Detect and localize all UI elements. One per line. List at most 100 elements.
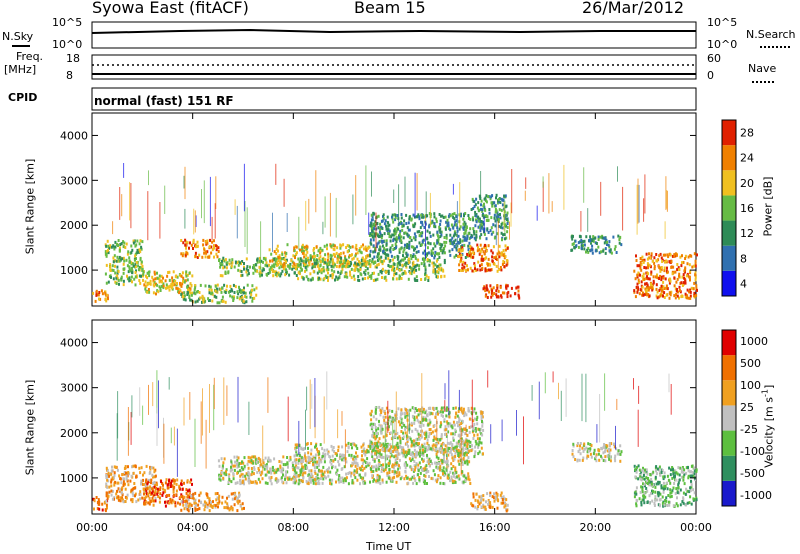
data-cell-power [420, 215, 423, 219]
data-cell-power [95, 293, 98, 297]
data-cell-velocity [369, 412, 372, 416]
streak-power [308, 198, 310, 224]
data-cell-velocity [190, 503, 193, 507]
data-cell-power [228, 262, 231, 266]
data-cell-velocity [306, 466, 309, 470]
data-cell-power [350, 276, 353, 280]
data-cell-velocity [421, 469, 424, 472]
data-cell-power [298, 260, 301, 264]
data-cell-velocity [139, 497, 141, 501]
data-cell-power [327, 278, 329, 282]
data-cell-velocity [313, 469, 316, 473]
data-cell-power [403, 219, 406, 223]
data-cell-power [380, 255, 383, 259]
data-cell-velocity [479, 430, 482, 434]
data-cell-velocity [399, 441, 402, 445]
data-cell-velocity [312, 479, 315, 483]
data-cell-power [495, 295, 498, 299]
data-cell-power [313, 264, 316, 268]
data-cell-power [269, 266, 272, 270]
data-cell-power [237, 268, 240, 272]
streak-power [587, 208, 589, 232]
data-cell-velocity [406, 442, 408, 446]
data-cell-power [344, 261, 346, 265]
data-cell-velocity [434, 415, 437, 419]
data-cell-velocity [375, 464, 378, 468]
data-cell-power [189, 291, 192, 295]
data-cell-power [345, 246, 348, 249]
data-cell-velocity [375, 449, 378, 453]
data-cell-velocity [250, 459, 253, 463]
data-cell-velocity [466, 459, 469, 463]
data-cell-velocity [466, 447, 469, 451]
data-cell-velocity [169, 497, 172, 501]
data-cell-power [168, 278, 171, 282]
data-cell-power [433, 222, 436, 226]
data-cell-velocity [270, 471, 273, 475]
data-cell-power [637, 271, 640, 275]
data-cell-power [371, 260, 373, 264]
data-cell-power [118, 246, 121, 250]
data-cell-velocity [458, 477, 461, 481]
data-cell-velocity [382, 435, 385, 439]
data-cell-velocity [362, 479, 365, 483]
data-cell-velocity [431, 462, 434, 466]
data-cell-power [188, 271, 191, 275]
data-cell-power [250, 291, 252, 295]
data-cell-velocity [93, 507, 95, 511]
data-cell-velocity [390, 416, 393, 420]
data-cell-power [379, 222, 382, 226]
data-cell-velocity [391, 465, 394, 469]
data-cell-power [469, 250, 471, 254]
streak-power [504, 200, 506, 235]
data-cell-power [443, 258, 446, 262]
data-cell-velocity [223, 506, 226, 510]
data-cell-velocity [342, 481, 345, 484]
data-cell-power [477, 260, 480, 264]
data-cell-velocity [397, 467, 400, 471]
data-cell-velocity [462, 446, 465, 450]
data-cell-velocity [350, 464, 353, 468]
data-cell-power [443, 240, 446, 244]
data-cell-power [469, 217, 472, 221]
data-cell-velocity [164, 481, 167, 485]
data-cell-velocity [450, 467, 453, 471]
data-cell-velocity [271, 465, 274, 469]
data-cell-power [694, 273, 697, 277]
data-cell-power [594, 249, 597, 253]
data-cell-power [645, 289, 648, 293]
data-cell-velocity [298, 454, 301, 458]
data-cell-power [268, 270, 271, 274]
data-cell-velocity [131, 488, 134, 492]
data-cell-power [273, 270, 276, 274]
data-cell-velocity [374, 444, 377, 448]
data-cell-velocity [294, 461, 297, 465]
data-cell-velocity [139, 490, 142, 494]
data-cell-velocity [222, 461, 225, 465]
data-cell-velocity [325, 469, 328, 472]
data-cell-power [376, 277, 379, 281]
data-cell-velocity [223, 457, 226, 461]
data-cell-power [687, 296, 690, 300]
data-cell-velocity [413, 464, 416, 468]
data-cell-power [457, 240, 460, 244]
data-cell-velocity [152, 475, 154, 479]
data-cell-power [342, 264, 344, 268]
data-cell-velocity [257, 456, 260, 460]
data-cell-power [273, 258, 276, 262]
data-cell-power [217, 250, 220, 253]
data-cell-velocity [275, 480, 278, 484]
nsky-label: N.Sky [2, 30, 34, 43]
data-cell-power [366, 267, 369, 271]
data-cell-velocity [321, 481, 324, 485]
data-cell-power [440, 275, 443, 279]
data-cell-velocity [194, 503, 197, 507]
streak-power [164, 185, 166, 214]
data-cell-power [407, 221, 410, 225]
data-cell-velocity [151, 497, 154, 500]
data-cell-velocity [134, 486, 137, 490]
data-cell-velocity [385, 480, 388, 484]
data-cell-velocity [442, 410, 444, 414]
data-cell-power [111, 264, 114, 268]
data-cell-velocity [96, 501, 99, 504]
